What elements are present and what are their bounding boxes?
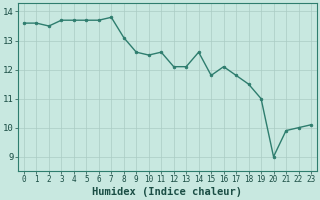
X-axis label: Humidex (Indice chaleur): Humidex (Indice chaleur) <box>92 187 243 197</box>
